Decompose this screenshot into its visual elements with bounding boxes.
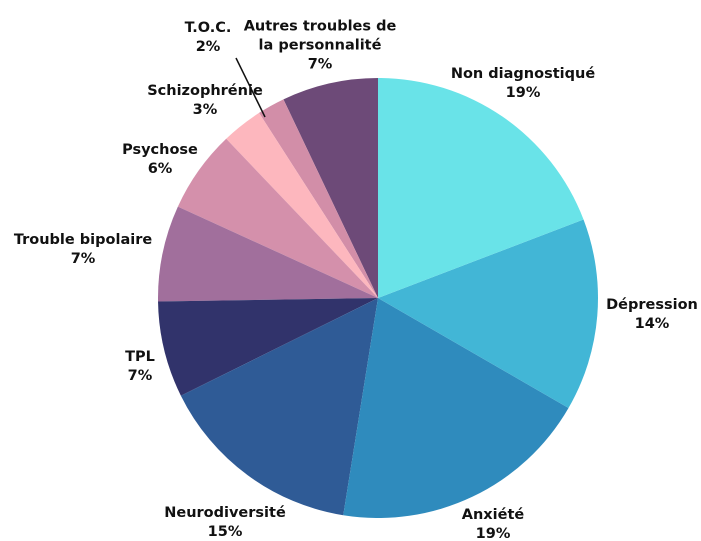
label-name: TPL <box>125 349 155 365</box>
label-name: Dépression <box>606 297 698 313</box>
label-percent: 19% <box>505 85 541 101</box>
label-percent: 19% <box>475 526 511 541</box>
leader-line <box>235 57 266 118</box>
slice-label: Autres troubles de la personnalité 7% <box>235 18 405 75</box>
slice-label: Neurodiversité 15% <box>164 504 286 541</box>
slice-label: Psychose 6% <box>122 141 198 179</box>
label-percent: 7% <box>70 251 96 267</box>
slice-label: Anxiété 19% <box>462 506 524 541</box>
slice-label: Non diagnostiqué 19% <box>451 65 595 103</box>
label-name: Anxiété <box>461 507 525 523</box>
label-percent: 15% <box>207 524 243 540</box>
slice-label: Trouble bipolaire 7% <box>14 231 152 269</box>
label-name: Psychose <box>122 142 198 158</box>
slice-label: TPL 7% <box>125 348 155 386</box>
pie-slice <box>158 206 378 302</box>
pie-slice <box>177 138 378 298</box>
label-name: Trouble bipolaire <box>13 232 153 248</box>
label-percent: 6% <box>147 161 173 177</box>
label-percent: 7% <box>307 56 333 73</box>
slice-label: Dépression 14% <box>606 296 698 334</box>
pie-slice <box>259 99 378 298</box>
slice-label: T.O.C. 2% <box>185 19 232 57</box>
pie-slice <box>343 298 569 519</box>
label-name: T.O.C. <box>184 20 232 36</box>
pie-slice <box>378 219 598 408</box>
label-percent: 2% <box>195 39 221 55</box>
label-name: Schizophrénie <box>147 83 263 99</box>
pie-slice <box>378 78 584 298</box>
pie-slice <box>158 298 378 396</box>
pie-slice <box>283 78 378 298</box>
pie-slice <box>226 112 378 298</box>
label-name: Neurodiversité <box>164 505 286 521</box>
label-percent: 3% <box>192 102 218 118</box>
label-percent: 14% <box>634 316 670 332</box>
label-percent: 7% <box>127 368 153 384</box>
slice-label: Schizophrénie 3% <box>147 82 263 120</box>
pie-slice <box>180 298 378 516</box>
label-name: Non diagnostiqué <box>450 66 596 82</box>
label-name: Autres troubles de la personnalité <box>243 18 397 54</box>
